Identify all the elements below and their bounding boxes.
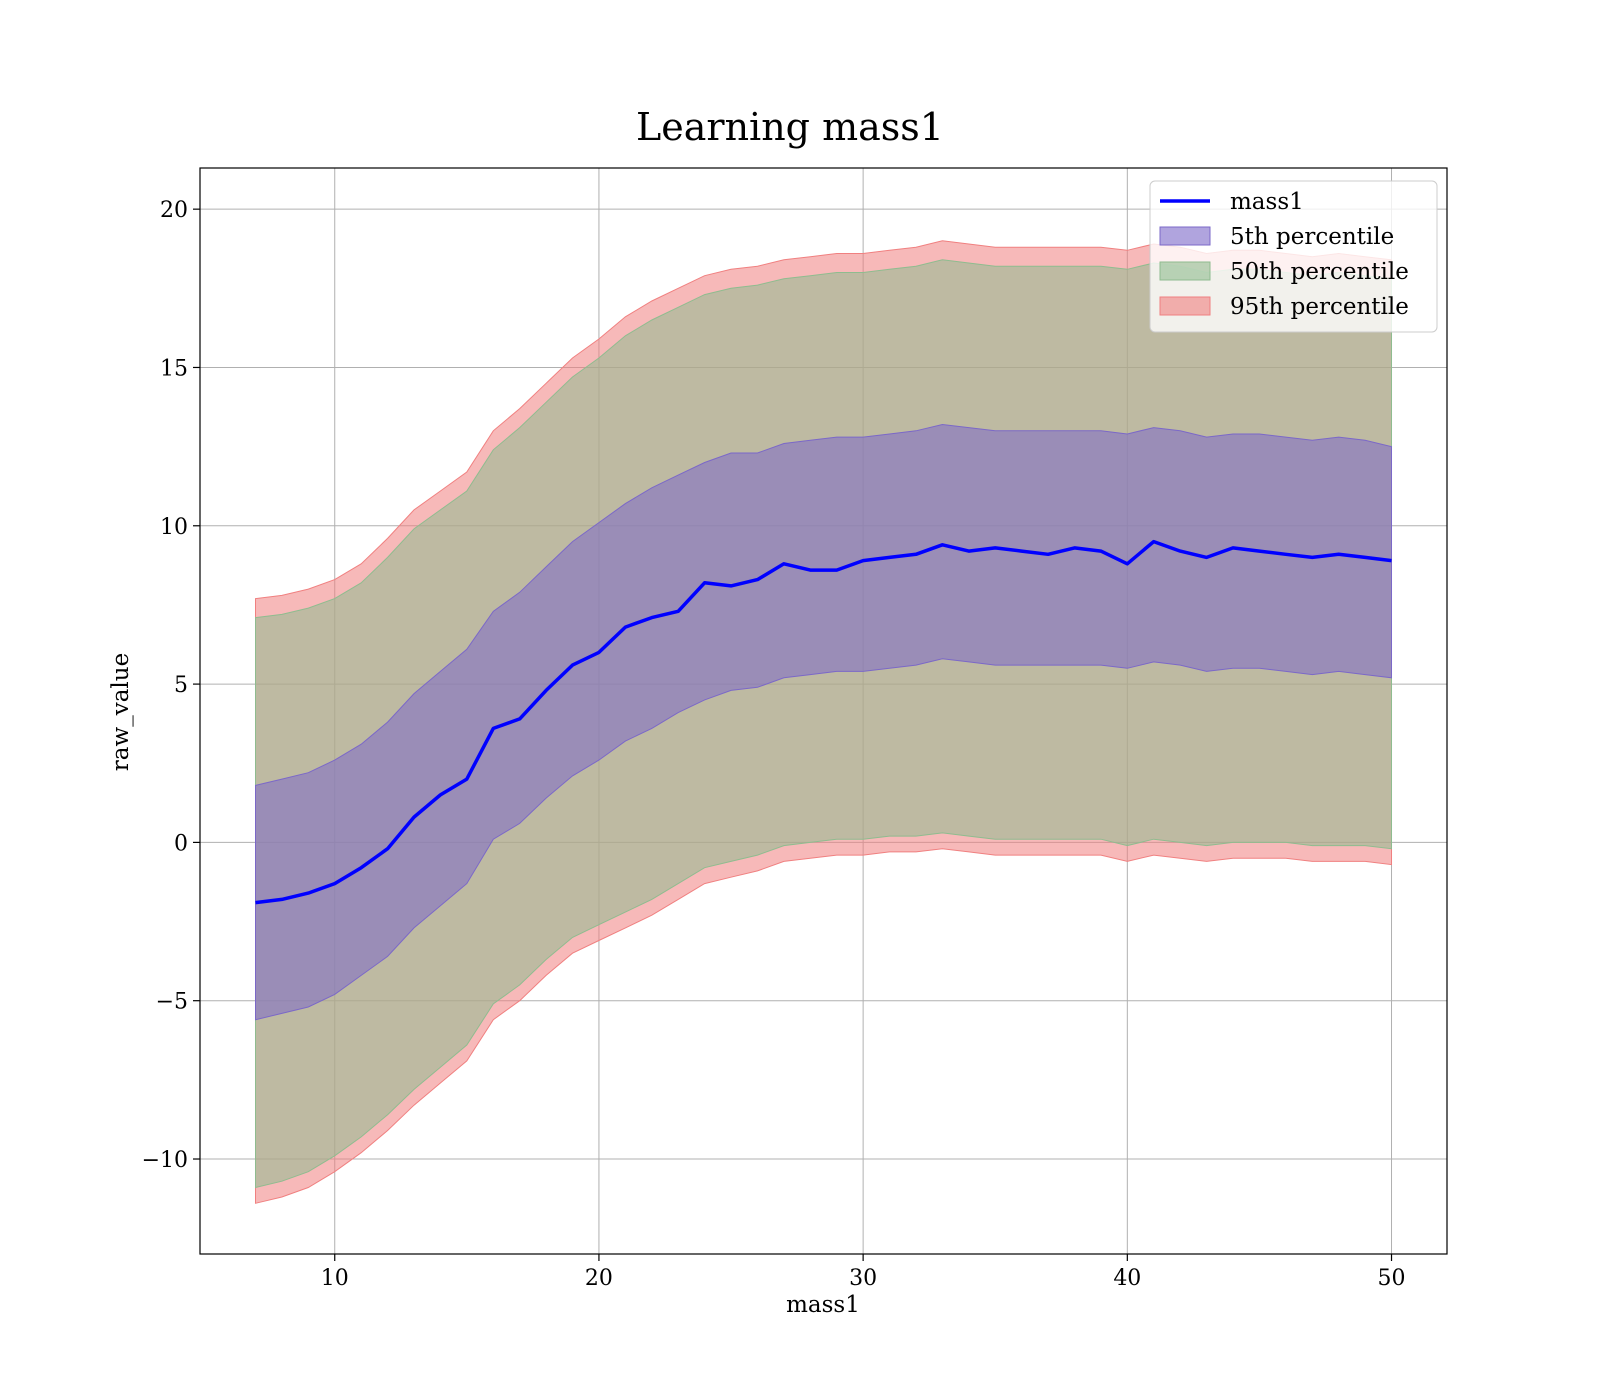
series-line-mass1: [255, 539, 1392, 905]
legend-swatch-patch: [1159, 296, 1211, 316]
y-tick-label: 5: [174, 673, 188, 698]
chart-title: Learning mass1: [636, 105, 944, 149]
x-tick-label: 40: [1113, 1266, 1141, 1291]
legend-label: 50th percentile: [1230, 259, 1409, 285]
band-5th-percentile: [255, 423, 1392, 1021]
y-axis: −10 −5 0 5 10 15 20: [142, 198, 200, 1173]
x-tick-label: 30: [849, 1266, 877, 1291]
x-tick-label: 10: [321, 1266, 349, 1291]
plot-area: [199, 167, 1448, 1255]
legend-swatch-patch: [1159, 226, 1211, 246]
plot-frame: [199, 167, 1448, 1255]
legend-swatch-patch: [1159, 261, 1211, 281]
y-tick-label: 15: [160, 356, 188, 381]
x-axis-label: mass1: [786, 1292, 860, 1318]
y-tick-label: 0: [174, 831, 188, 856]
y-tick-label: −5: [156, 990, 188, 1015]
x-tick-label: 20: [585, 1266, 613, 1291]
lines: [255, 539, 1392, 905]
legend-label: 5th percentile: [1230, 224, 1394, 250]
legend: mass1 5th percentile 50th percentile 95th p…: [1149, 180, 1438, 333]
y-axis-label: raw_value: [108, 653, 134, 771]
x-axis: 10 20 30 40 50: [321, 1254, 1406, 1291]
bands: [255, 240, 1392, 1204]
legend-box: [1149, 180, 1438, 333]
legend-label: mass1: [1230, 189, 1304, 215]
legend-label: 95th percentile: [1230, 294, 1409, 320]
y-tick-label: −10: [142, 1148, 188, 1173]
y-tick-label: 10: [160, 515, 188, 540]
y-tick-label: 20: [160, 198, 188, 223]
x-tick-label: 50: [1378, 1266, 1406, 1291]
